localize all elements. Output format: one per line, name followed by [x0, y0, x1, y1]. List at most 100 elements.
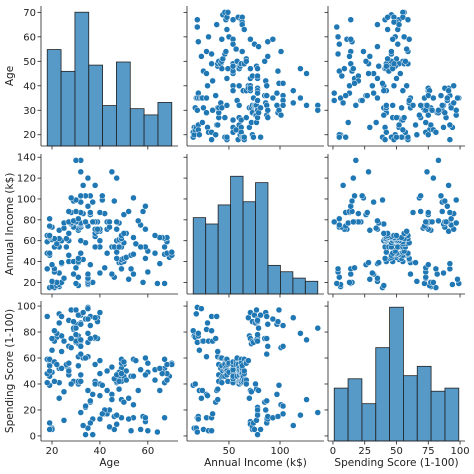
scatter-point: [161, 414, 168, 422]
scatter-point: [77, 168, 85, 176]
panel: [333, 306, 460, 442]
scatter-point: [208, 60, 215, 68]
scatter-point: [79, 182, 87, 189]
scatter-point: [48, 346, 56, 354]
scatter-point: [441, 109, 449, 116]
scatter-point: [254, 337, 261, 345]
scatter-point: [96, 309, 104, 316]
scatter-point: [274, 318, 282, 325]
scatter-point: [330, 218, 338, 226]
scatter-point: [241, 133, 248, 141]
y-tick-label: 50: [23, 57, 36, 68]
scatter-point: [195, 38, 202, 45]
scatter-point: [108, 168, 116, 176]
scatter-point: [113, 218, 120, 226]
scatter-point: [84, 315, 92, 323]
scatter-point: [130, 372, 137, 380]
scatter-point: [430, 279, 437, 286]
scatter-point: [72, 208, 80, 215]
scatter-point: [113, 420, 120, 428]
scatter-point: [212, 131, 219, 138]
scatter-point: [405, 97, 413, 104]
scatter-point: [89, 198, 96, 206]
scatter-point: [48, 278, 56, 285]
scatter-point: [96, 392, 104, 399]
scatter-point: [383, 62, 390, 70]
scatter-point: [253, 417, 260, 424]
y-tick-label: 40: [23, 379, 36, 390]
scatter-point: [199, 387, 206, 394]
scatter-point: [139, 279, 147, 286]
scatter-point: [274, 67, 282, 75]
scatter-point: [72, 331, 80, 338]
scatter-point: [125, 395, 132, 402]
scatter-point: [120, 230, 128, 237]
scatter-point: [60, 337, 68, 345]
scatter-point: [383, 102, 390, 109]
scatter-point: [393, 232, 400, 239]
scatter-point: [393, 75, 400, 82]
scatter-point: [254, 65, 261, 72]
scatter-point: [351, 80, 358, 87]
scatter-point: [422, 119, 429, 126]
scatter-point: [444, 94, 451, 102]
scatter-point: [46, 215, 53, 223]
scatter-point: [409, 209, 417, 216]
scatter-point: [67, 380, 75, 388]
scatter-point: [118, 370, 125, 377]
scatter-point: [348, 197, 356, 205]
scatter-point: [273, 89, 281, 97]
scatter-point: [108, 363, 116, 371]
scatter-point: [113, 174, 120, 182]
x-axis-title: Annual Income (k$): [204, 457, 307, 469]
scatter-point: [130, 270, 137, 278]
scatter-point: [279, 410, 287, 418]
scatter-point: [255, 43, 262, 50]
histogram-bar: [267, 264, 281, 295]
scatter-point: [55, 319, 63, 327]
histogram-bar: [205, 223, 219, 295]
histogram-bar: [116, 61, 131, 147]
scatter-point: [48, 335, 56, 342]
scatter-point: [274, 413, 282, 420]
scatter-point: [417, 192, 424, 200]
histogram-bar: [304, 280, 319, 295]
scatter-point: [263, 313, 270, 320]
scatter-point: [115, 385, 123, 393]
scatter-point: [46, 232, 53, 239]
scatter-point: [161, 280, 168, 287]
scatter-point: [70, 318, 77, 325]
scatter-point: [379, 80, 386, 87]
scatter-point: [416, 111, 423, 119]
scatter-point: [339, 99, 347, 107]
scatter-point: [205, 33, 212, 41]
scatter-point: [154, 280, 161, 287]
scatter-point: [84, 174, 92, 182]
scatter-point: [70, 270, 77, 278]
scatter-point: [218, 36, 226, 43]
scatter-point: [243, 58, 250, 65]
scatter-point: [417, 102, 424, 109]
histogram-bar: [143, 114, 159, 147]
histogram-bar: [157, 102, 173, 147]
scatter-point: [72, 280, 80, 287]
scatter-point: [84, 387, 92, 394]
scatter-point: [430, 94, 437, 102]
scatter-point: [412, 121, 419, 129]
scatter-point: [336, 215, 343, 223]
scatter-point: [208, 136, 215, 143]
scatter-point: [264, 107, 272, 114]
scatter-point: [400, 114, 408, 121]
scatter-point: [247, 36, 254, 43]
scatter-point: [235, 82, 243, 90]
scatter-point: [347, 36, 354, 43]
scatter-point: [72, 324, 80, 332]
scatter-point: [72, 157, 80, 164]
scatter-point: [257, 311, 264, 319]
scatter-point: [67, 335, 75, 342]
scatter-point: [213, 313, 220, 320]
scatter-point: [303, 102, 310, 109]
scatter-point: [113, 248, 120, 256]
scatter-point: [366, 276, 374, 283]
scatter-point: [341, 65, 348, 72]
